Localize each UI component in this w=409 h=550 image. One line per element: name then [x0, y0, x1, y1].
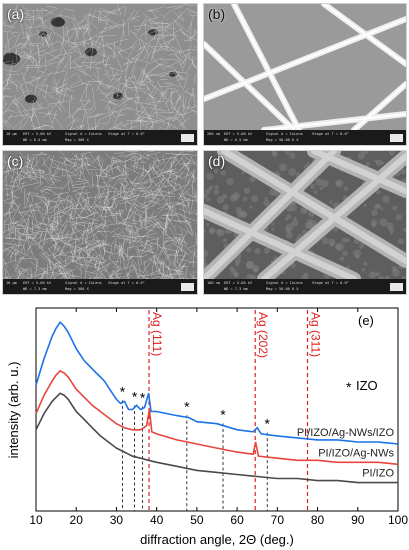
sem-image-d: (d) EHT = 5.00 kV WD = 7.3 mm Signal A =… [203, 150, 407, 295]
izo-marker-3: * [140, 389, 146, 405]
reference-label-3: Ag (311) [309, 312, 323, 357]
sem-eht-b: EHT = 5.00 kV [224, 132, 253, 136]
x-tick-label-10: 100 [388, 513, 408, 527]
izo-marker-6: * [265, 416, 271, 432]
izo-marker-1: * [120, 383, 126, 399]
y-axis-label: intensity (arb. u.) [6, 362, 21, 459]
reference-label-1: Ag (111) [150, 312, 164, 356]
sem-mag-a: Mag = 500 X [65, 138, 89, 142]
sem-eht-a: EHT = 5.00 kV [23, 132, 52, 136]
panel-label-b: (b) [208, 6, 226, 22]
series-line-1 [35, 320, 399, 445]
nanowire-closeup-b [204, 4, 406, 145]
x-axis-label: diffraction angle, 2Θ (deg.) [140, 532, 294, 547]
sem-signal-a: Signal A = InLens [65, 132, 102, 136]
x-tick-label-5: 50 [190, 513, 204, 527]
xrd-chart: Ag (111) Ag (202) Ag (311) * * **** 10 20 30 40… [6, 307, 408, 547]
zeiss-logo-d [390, 283, 403, 291]
sem-scale-b: 200 nm [207, 132, 220, 136]
izo-marker-2: * [132, 388, 138, 404]
nanowire-closeup-d [204, 151, 406, 294]
sem-wd-d: WD = 7.3 mm [224, 287, 248, 291]
nanowire-network-a [3, 4, 197, 145]
x-tick-label-7: 70 [271, 513, 285, 527]
sem-databar-a: EHT = 5.00 kV WD = 6.5 mm Signal A = InL… [3, 130, 197, 145]
sem-wd-c: WD = 7.3 mm [23, 287, 47, 291]
sem-image-a: (a) EHT = 5.00 kV WD = 6.5 mm Signal A =… [2, 3, 198, 146]
legend-izo-symbol: * [346, 379, 352, 395]
sem-stage-a: Stage at T = 0.0° [108, 132, 145, 136]
sem-eht-d: EHT = 5.00 kV [224, 281, 253, 285]
x-tick-label-4: 40 [150, 513, 164, 527]
x-tick-label-1: 10 [29, 513, 43, 527]
sem-image-b: (b) EHT = 5.00 kV WD = 6.5 mm Signal A =… [203, 3, 407, 146]
sem-databar-d: EHT = 5.00 kV WD = 7.3 mm Signal A = InL… [204, 279, 406, 294]
nanowire-network-c [3, 151, 197, 294]
panel-label-d: (d) [208, 153, 226, 169]
sem-scale-c: 10 µm [6, 281, 17, 285]
x-tick-label-8: 80 [311, 513, 325, 527]
sem-signal-d: Signal A = InLens [266, 281, 303, 285]
plot-frame [35, 307, 399, 512]
sem-signal-b: Signal A = InLens [266, 132, 303, 136]
sem-wd-a: WD = 6.5 mm [23, 138, 47, 142]
panel-label-e: (e) [358, 313, 374, 328]
sem-databar-b: EHT = 5.00 kV WD = 6.5 mm Signal A = InL… [204, 130, 406, 145]
sem-eht-c: EHT = 5.00 kV [23, 281, 52, 285]
sem-scale-a: 10 µm [6, 132, 17, 136]
series-label-1: PI/IZO/Ag-NWs/IZO [297, 427, 395, 439]
panel-label-a: (a) [7, 6, 25, 22]
reference-label-2: Ag (202) [256, 312, 270, 358]
panel-label-c: (c) [7, 153, 24, 169]
izo-marker-4: * [184, 398, 190, 414]
sem-stage-d: Stage at T = 0.0° [312, 281, 349, 285]
sem-mag-b: Mag = 50.00 K X [266, 138, 299, 142]
sem-databar-c: EHT = 5.00 kV WD = 7.3 mm Signal A = InL… [3, 279, 197, 294]
zeiss-logo-a [181, 134, 194, 142]
sem-signal-c: Signal A = InLens [65, 281, 102, 285]
sem-image-c: (c) EHT = 5.00 kV WD = 7.3 mm Signal A =… [2, 150, 198, 295]
zeiss-logo-c [181, 283, 194, 291]
sem-wd-b: WD = 6.5 mm [224, 138, 248, 142]
sem-stage-c: Stage at T = 0.0° [108, 281, 145, 285]
x-tick-label-3: 30 [110, 513, 124, 527]
sem-mag-d: Mag = 50.00 K X [266, 287, 299, 291]
sem-mag-c: Mag = 500 X [65, 287, 89, 291]
series-label-3: PI/IZO [362, 468, 394, 480]
x-tick-label-6: 60 [230, 513, 244, 527]
series-line-2 [35, 369, 399, 466]
series-label-2: PI/IZO/Ag-NWs [318, 447, 394, 459]
zeiss-logo-b [390, 134, 403, 142]
legend-izo-text: IZO [356, 378, 378, 393]
sem-scale-d: 100 nm [207, 281, 220, 285]
x-tick-label-2: 20 [70, 513, 84, 527]
x-tick-label-9: 90 [351, 513, 365, 527]
izo-marker-5: * [220, 407, 226, 423]
sem-stage-b: Stage at T = 0.0° [312, 132, 349, 136]
series-line-3 [35, 392, 398, 484]
